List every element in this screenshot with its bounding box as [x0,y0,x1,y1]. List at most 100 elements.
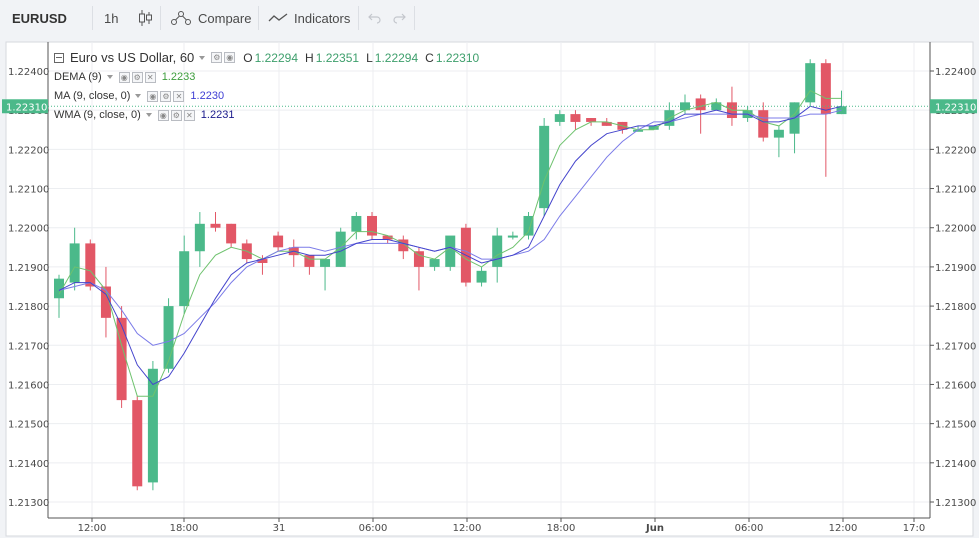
candle-body [382,235,393,240]
price-chart[interactable]: 1.21300 1.21400 1.21500 1.21600 1.21700 1.218… [0,36,979,538]
candle-up [54,274,64,318]
candle-body [116,317,127,401]
indicators-button[interactable]: Indicators [268,0,350,36]
candle-body [257,259,268,263]
candle-up [69,227,80,291]
candle-up [554,110,565,126]
series-visibility-icon[interactable]: ◉ [224,52,236,63]
candle-body [648,125,659,130]
candle-body [554,114,565,122]
candle-up [507,231,518,240]
x-tick-label: 31 [273,523,286,534]
candle-body [398,239,409,252]
y-tick-right: 1.22200 [935,145,976,156]
dema-visibility-icon[interactable]: ◉ [118,71,130,83]
x-tick-label: 06:00 [735,523,764,534]
x-tick-label: 12:00 [453,523,482,534]
ma-value: 1.2230 [190,90,225,102]
symbol-label: EURUSD [12,10,67,26]
chart-style-button[interactable] [138,0,154,36]
series-menu-caret[interactable] [199,55,206,60]
y-tick-right: 1.22400 [935,67,976,78]
candle-up [179,235,190,314]
dema-remove-icon[interactable]: ✕ [144,71,156,83]
candle-body [163,306,174,369]
candle-down [413,247,424,291]
y-tick-left: 1.21800 [8,302,49,313]
candle-body [820,63,831,115]
toolbar-divider [92,6,93,30]
wma-remove-icon[interactable]: ✕ [183,109,195,121]
dema-name: DEMA (9) [54,71,102,83]
top-toolbar: EURUSD 1h Compare Indicators [0,0,979,36]
candle-body [476,270,487,283]
candle-body [367,215,377,236]
candle-body [445,235,456,267]
ma-name: MA (9, close, 0) [54,90,131,102]
candle-up [320,259,331,291]
wma-settings-icon[interactable]: ⚙ [170,109,182,121]
collapse-legend-button[interactable] [54,52,64,63]
candle-down [273,231,284,252]
ma-visibility-icon[interactable]: ◉ [147,90,159,102]
dema-settings-icon[interactable]: ⚙ [131,71,143,83]
candle-body [304,255,315,267]
interval-label: 1h [104,10,119,26]
dema-menu-caret[interactable] [106,75,113,79]
candle-body [85,243,96,287]
wma-menu-caret[interactable] [145,113,152,117]
candle-down [226,223,237,248]
indicator-legend-wma: WMA (9, close, 0) ◉ ⚙ ✕ 1.2231 [54,109,234,121]
ma-menu-caret[interactable] [135,94,142,98]
candle-body [758,110,769,138]
y-tick-right: 1.21400 [935,459,976,470]
y-tick-right: 1.21300 [935,498,976,509]
candle-down [367,212,377,240]
y-tick-left: 1.21500 [8,420,49,431]
compare-label: Compare [198,10,252,26]
chart-area[interactable]: 1.21300 1.21400 1.21500 1.21600 1.21700 1.218… [0,36,979,538]
series-settings-icon[interactable]: ⚙ [211,52,223,63]
candle-down [100,266,111,338]
candle-body [273,235,284,248]
candle-body [413,251,424,267]
wma-visibility-icon[interactable]: ◉ [157,109,169,121]
candle-down [116,306,127,408]
symbol-search[interactable]: EURUSD [12,0,67,36]
undo-button[interactable] [368,0,382,36]
y-tick-right: 1.21600 [935,380,976,391]
ohlc-c-label: C [425,50,434,65]
ma-settings-icon[interactable]: ⚙ [160,90,172,102]
candle-body [695,98,706,111]
candle-up [539,118,550,216]
y-tick-right: 1.21800 [935,302,976,313]
indicator-legend-dema: DEMA (9) ◉ ⚙ ✕ 1.2233 [54,71,195,83]
redo-button[interactable] [392,0,406,36]
candle-down [85,239,96,291]
ohlc-h-value: 1.22351 [315,50,360,65]
x-tick-label: 18:00 [170,523,199,534]
toolbar-divider [414,6,415,30]
interval-button[interactable]: 1h [104,0,118,36]
y-tick-right: 1.22100 [935,185,976,196]
redo-icon [393,13,406,24]
ohlc-l-label: L [366,50,373,65]
compare-button[interactable]: Compare [170,0,251,36]
x-tick-label: 12:00 [829,523,858,534]
candle-body [132,400,143,487]
candle-up [711,98,722,111]
ohlc-h-label: H [305,50,314,65]
ma-remove-icon[interactable]: ✕ [173,90,185,102]
candle-body [179,251,190,307]
y-tick-left: 1.22000 [8,224,49,235]
candle-body [351,215,362,232]
y-tick-right: 1.21500 [935,420,976,431]
candle-body [492,235,503,267]
y-tick-left: 1.22200 [8,145,49,156]
candle-body [711,102,722,111]
candle-up [648,125,659,130]
y-tick-left: 1.21300 [8,498,49,509]
candle-body [601,121,612,126]
candle-up [805,59,816,107]
candle-up [429,259,440,271]
